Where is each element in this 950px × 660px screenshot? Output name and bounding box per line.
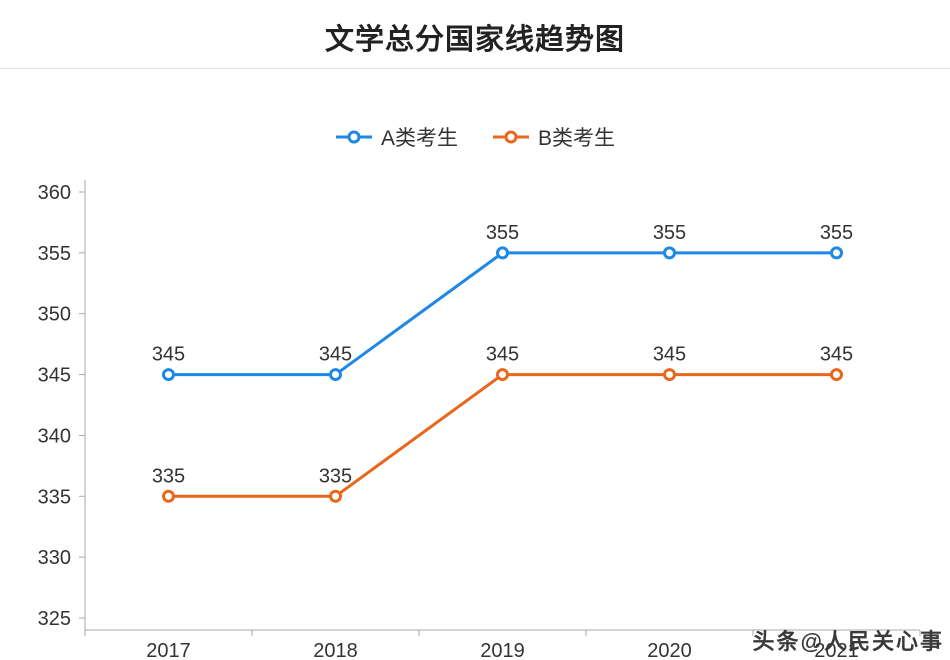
data-point [663,368,676,382]
chart-legend: A类考生 B类考生 [0,121,950,153]
watermark: 头条@人民关心事 [752,629,944,654]
line-marker-icon-a [335,130,372,144]
line-chart: 325 330 335 340 345 350 355 360 2017 2018 2019 2020… [38,180,921,660]
data-label: 345 [319,344,352,366]
data-point [496,368,509,382]
x-tick-label: 2019 [480,640,525,660]
data-point [663,246,676,260]
chart-title: 文学总分国家线趋势图 [324,24,625,56]
x-tick-label: 2017 [146,640,191,660]
y-tick-label: 355 [38,243,71,265]
data-point [329,368,342,382]
data-label: 335 [319,465,352,487]
series-line-1 [167,373,838,498]
x-tick-label: 2021 [814,640,859,660]
x-tick-label: 2018 [313,640,358,660]
data-point [830,246,843,260]
data-point [162,489,175,503]
data-label: 345 [653,344,686,366]
data-label: 345 [820,344,853,366]
data-point [496,246,509,260]
y-tick-label: 335 [38,486,71,508]
chart-header: 文学总分国家线趋势图 [0,0,950,69]
data-label: 345 [486,344,519,366]
data-label: 355 [820,222,853,244]
line-marker-icon-b [493,130,529,144]
data-point [329,489,342,503]
data-label: 335 [152,465,185,487]
legend-item-a[interactable]: A类考生 [335,122,458,152]
data-label: 355 [653,222,686,244]
legend-label-a: A类考生 [380,127,458,150]
y-tick-label: 330 [38,547,71,569]
x-tick-label: 2020 [647,640,692,660]
legend-label-b: B类考生 [538,127,616,150]
y-tick-label: 325 [38,608,71,630]
data-label: 355 [486,222,519,244]
y-tick-label: 360 [38,182,71,204]
data-point [830,368,843,382]
y-tick-label: 340 [38,425,71,447]
data-label: 345 [152,344,185,366]
legend-item-b[interactable]: B类考生 [492,122,615,152]
y-tick-label: 350 [38,304,71,326]
data-point [162,368,175,382]
y-tick-label: 345 [38,365,71,387]
